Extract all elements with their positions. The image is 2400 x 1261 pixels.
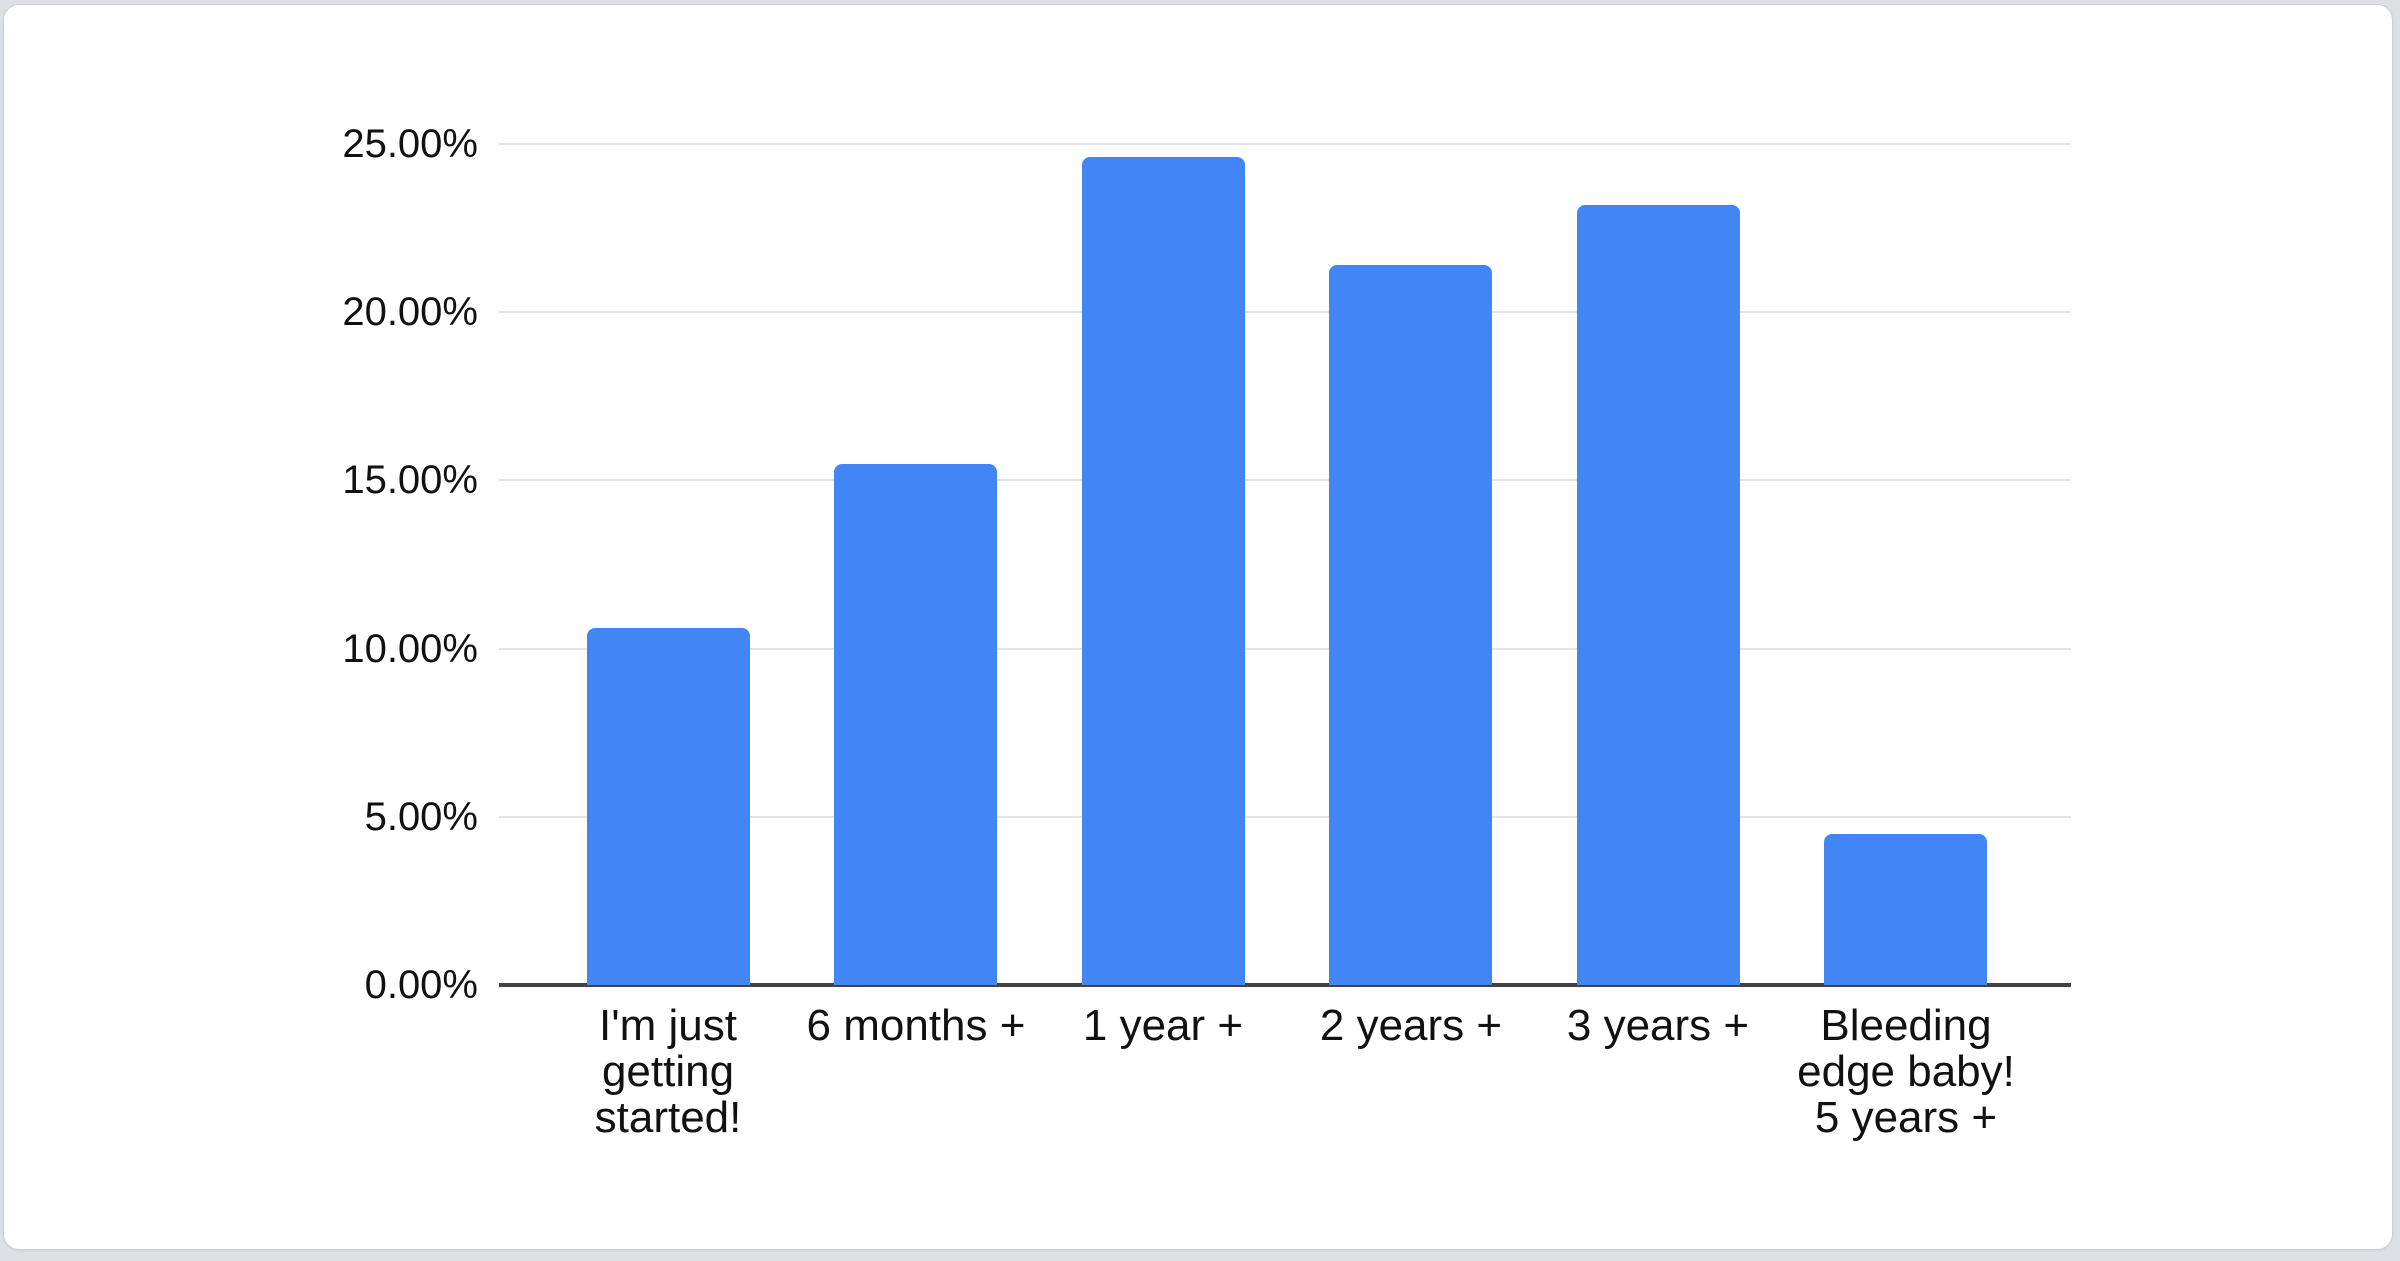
x-axis-category-label: 2 years + — [1319, 1001, 1503, 1050]
x-axis-category-label: 6 months + — [806, 1001, 1026, 1050]
y-axis-tick-label: 15.00% — [342, 458, 478, 503]
y-axis-tick-label: 25.00% — [342, 122, 478, 166]
gridline — [499, 479, 2071, 482]
gridline — [499, 647, 2071, 650]
bar[interactable] — [1824, 834, 1987, 985]
bar[interactable] — [1329, 265, 1492, 985]
bar[interactable] — [1082, 157, 1245, 985]
y-axis-tick-label: 20.00% — [342, 290, 478, 335]
x-axis-baseline — [499, 983, 2071, 987]
bar[interactable] — [1577, 205, 1740, 985]
x-axis-category-label: 3 years + — [1566, 1001, 1750, 1050]
bar-chart-plot-area: 0.00% 5.00% 10.00% 15.00% 20.00% 25.00% I'm ju… — [4, 5, 2400, 1261]
y-axis-tick-label: 0.00% — [364, 963, 478, 1007]
x-axis-category-label: I'm just getting started! — [594, 1001, 742, 1142]
gridline — [499, 815, 2071, 818]
chart-card: 0.00% 5.00% 10.00% 15.00% 20.00% 25.00% I'm ju… — [3, 4, 2393, 1250]
gridline — [499, 143, 2071, 145]
bar[interactable] — [834, 464, 997, 985]
bar[interactable] — [587, 628, 750, 985]
y-axis-tick-label: 5.00% — [364, 794, 478, 839]
x-axis-category-label: 1 year + — [1082, 1001, 1244, 1050]
gridline — [499, 311, 2071, 314]
x-axis-category-label: Bleeding edge baby! 5 years + — [1797, 1001, 2015, 1142]
y-axis-tick-label: 10.00% — [342, 626, 478, 671]
